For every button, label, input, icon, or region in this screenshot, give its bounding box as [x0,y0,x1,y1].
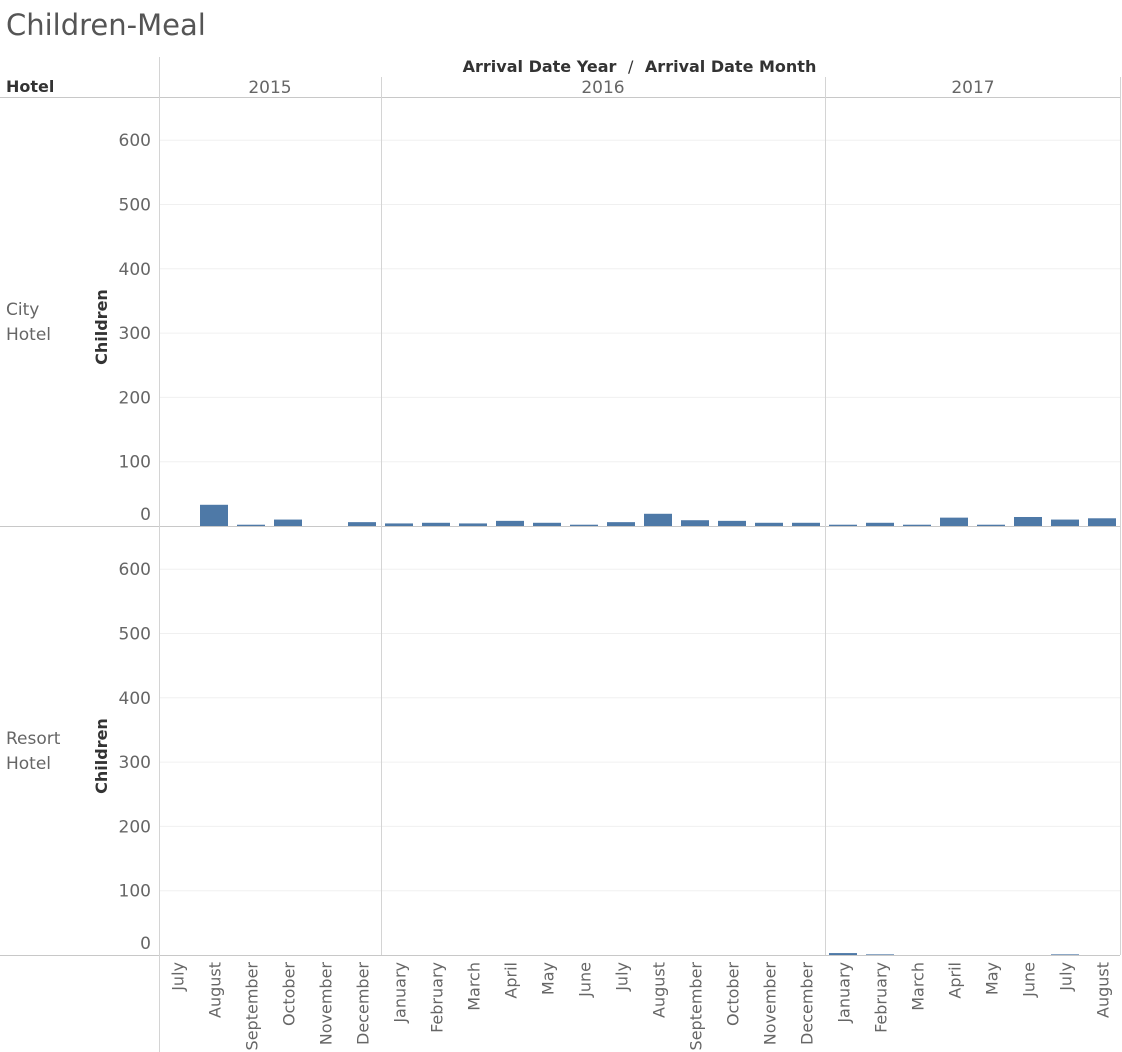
bar [718,520,746,526]
bar [274,519,302,526]
month-tick-label: August [650,962,669,1018]
bar [570,524,598,526]
month-tick-label: June [576,962,595,998]
bar [792,522,820,526]
bar [1088,518,1116,526]
month-tick-label: May [539,962,558,995]
month-tick-label: May [983,962,1002,995]
month-tick-label: February [872,962,891,1033]
bar [681,520,709,526]
bar [607,522,635,526]
month-tick-label: December [354,962,373,1045]
bar [903,524,931,526]
y-tick-label: 600 [119,131,151,151]
month-tick-label: December [798,962,817,1045]
bar [866,522,894,526]
month-tick-label: March [909,962,928,1011]
month-tick-label: October [280,962,299,1026]
month-tick-label: October [724,962,743,1026]
bar [200,504,228,526]
y-tick-label: 400 [119,689,151,709]
bar [348,522,376,526]
month-tick-label: July [169,962,188,992]
bar [237,524,265,526]
month-tick-label: June [1020,962,1039,998]
y-tick-label: 500 [119,196,151,216]
y-tick-label: 100 [119,453,151,473]
y-tick-label: 300 [119,753,151,773]
column-header-month: Arrival Date Month [644,57,817,76]
bar [422,522,450,526]
bar [644,513,672,526]
month-tick-label: February [428,962,447,1033]
y-tick-label: 600 [119,560,151,580]
row-header: Hotel [6,77,55,96]
y-tick-label: 300 [119,324,151,344]
hotel-label: Hotel [6,325,51,345]
y-tick-label: 100 [119,882,151,902]
month-tick-label: January [835,962,854,1024]
bar [385,523,413,526]
month-tick-label: March [465,962,484,1011]
bar [533,522,561,526]
column-header-separator: / [627,57,634,76]
bar [829,524,857,526]
y-tick-label: 500 [119,625,151,645]
bar [755,522,783,526]
y-tick-label: 200 [119,817,151,837]
column-header: Arrival Date Year / Arrival Date Month [159,57,1120,76]
month-tick-label: August [1094,962,1113,1018]
bar [940,517,968,526]
month-tick-label: September [243,962,262,1051]
year-label: 2016 [581,78,624,98]
chart-title: Children-Meal [6,8,206,42]
bar [866,954,894,955]
bar [1051,519,1079,526]
bar [459,523,487,526]
column-header-year: Arrival Date Year [462,57,617,76]
y-axis-title: Children [92,289,111,365]
month-tick-label: April [502,962,521,999]
bar [496,520,524,526]
bar [1014,516,1042,526]
bar [829,953,857,955]
y-tick-label: 200 [119,388,151,408]
month-tick-label: August [206,962,225,1018]
y-tick-label: 0 [140,505,151,525]
hotel-label: City [6,300,39,320]
month-tick-label: January [391,962,410,1024]
hotel-label: Resort [6,729,61,749]
month-tick-label: November [317,962,336,1046]
y-axis-title: Children [92,718,111,794]
month-tick-label: April [946,962,965,999]
year-label: 2015 [248,78,291,98]
month-tick-label: November [761,962,780,1046]
hotel-label: Hotel [6,754,51,774]
y-tick-label: 400 [119,260,151,280]
month-tick-label: July [1057,962,1076,992]
y-tick-label: 0 [140,934,151,954]
month-tick-label: September [687,962,706,1051]
month-tick-label: July [613,962,632,992]
bar [1051,954,1079,955]
year-label: 2017 [951,78,994,98]
bar [977,524,1005,526]
